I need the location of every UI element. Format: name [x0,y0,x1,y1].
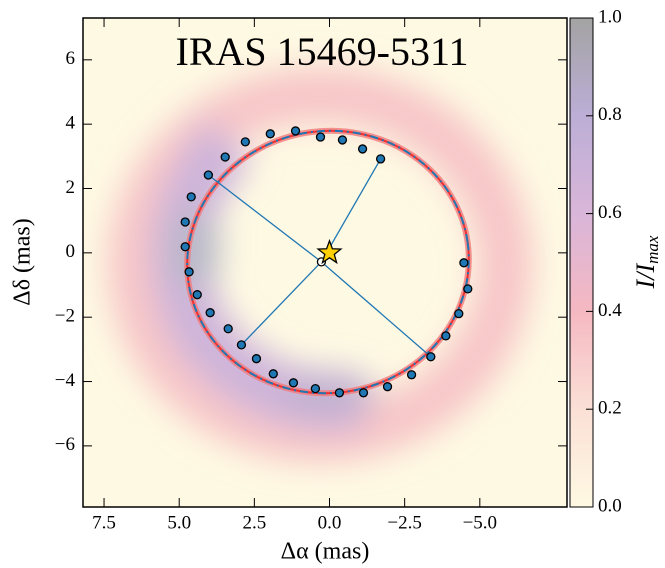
chart-title: IRAS 15469-5311 [176,29,469,74]
orbit-point [193,291,201,299]
orbit-point [460,259,468,267]
orbit-point [442,332,450,340]
orbit-point [338,136,346,144]
chart: IRAS 15469-5311 Δα (mas) Δδ (mas) I/Imax… [0,0,665,568]
orbit-point [181,218,189,226]
orbit-point [289,379,297,387]
x-tick-label: 2.5 [242,512,266,533]
y-tick-label: −2 [55,306,75,327]
x-tick-label: 7.5 [92,512,116,533]
orbit-point [311,385,319,393]
colorbar-label-base: I/I [631,263,660,290]
x-tick-label: −2.5 [387,512,421,533]
y-tick-label: −6 [55,434,75,455]
y-axis-label: Δδ (mas) [10,218,36,305]
y-tick-label: 6 [66,48,76,69]
colorbar-tick-label: 1.0 [598,6,622,27]
orbit-point [269,370,277,378]
orbit-point [221,153,229,161]
orbit-point [237,341,245,349]
orbit-point [241,138,249,146]
orbit-point [377,155,385,163]
colorbar-tick-label: 0.6 [598,202,622,223]
x-tick-label: −5.0 [463,512,497,533]
orbit-point [206,309,214,317]
orbit-point [181,243,189,251]
orbit-point [252,355,260,363]
orbit-point [359,145,367,153]
orbit-point [335,389,343,397]
orbit-point [408,371,416,379]
colorbar-tick-label: 0.0 [598,495,622,516]
orbit-point [185,268,193,276]
orbit-point [266,130,274,138]
orbit-point [359,389,367,397]
colorbar-label: I/Imax [631,235,662,289]
y-tick-label: −4 [55,370,76,391]
orbit-point [187,193,195,201]
colorbar-label-sub: max [643,235,662,264]
colorbar-tick-label: 0.2 [598,398,622,419]
orbit-point [292,127,300,135]
orbit-point [455,310,463,318]
colorbar-tick-label: 0.4 [598,300,622,321]
orbit-point [427,353,435,361]
orbit-point [316,133,324,141]
orbit-point [204,171,212,179]
orbit-point [384,383,392,391]
x-tick-label: 5.0 [167,512,191,533]
orbit-point [464,285,472,293]
x-axis-label: Δα (mas) [281,539,370,565]
y-tick-label: 4 [66,113,76,134]
colorbar [570,18,593,507]
colorbar-tick-label: 0.8 [598,104,622,125]
x-tick-label: 0.0 [318,512,342,533]
y-tick-label: 2 [66,177,76,198]
y-tick-label: 0 [66,241,76,262]
orbit-point [224,325,232,333]
